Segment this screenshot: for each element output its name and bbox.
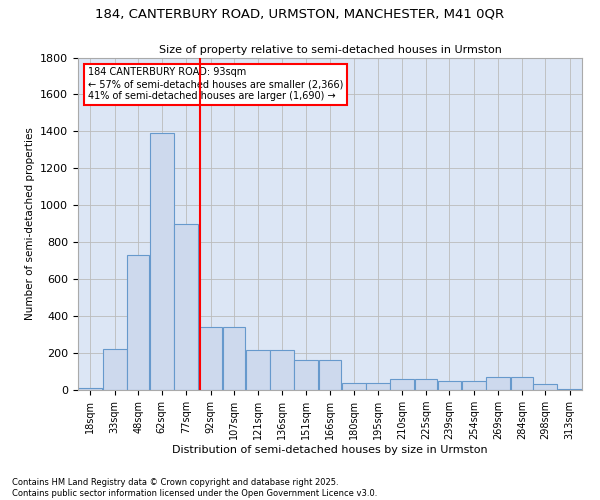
Bar bbox=[223, 327, 245, 390]
Bar bbox=[437, 381, 461, 390]
Bar bbox=[150, 133, 173, 390]
Bar bbox=[391, 379, 414, 390]
Bar bbox=[533, 384, 557, 390]
Bar bbox=[78, 388, 102, 390]
Bar bbox=[246, 350, 269, 390]
Bar bbox=[295, 360, 319, 390]
Bar bbox=[319, 360, 341, 390]
Bar bbox=[366, 382, 390, 390]
X-axis label: Distribution of semi-detached houses by size in Urmston: Distribution of semi-detached houses by … bbox=[172, 445, 488, 455]
Bar bbox=[415, 379, 437, 390]
Bar bbox=[341, 382, 365, 390]
Bar bbox=[127, 255, 149, 390]
Bar bbox=[487, 377, 510, 390]
Title: Size of property relative to semi-detached houses in Urmston: Size of property relative to semi-detach… bbox=[158, 46, 502, 56]
Bar bbox=[511, 377, 533, 390]
Text: 184, CANTERBURY ROAD, URMSTON, MANCHESTER, M41 0QR: 184, CANTERBURY ROAD, URMSTON, MANCHESTE… bbox=[95, 8, 505, 20]
Y-axis label: Number of semi-detached properties: Number of semi-detached properties bbox=[25, 128, 35, 320]
Bar bbox=[558, 389, 582, 390]
Bar bbox=[270, 350, 294, 390]
Text: 184 CANTERBURY ROAD: 93sqm
← 57% of semi-detached houses are smaller (2,366)
41%: 184 CANTERBURY ROAD: 93sqm ← 57% of semi… bbox=[88, 68, 343, 100]
Bar bbox=[174, 224, 198, 390]
Bar bbox=[462, 381, 486, 390]
Text: Contains HM Land Registry data © Crown copyright and database right 2025.
Contai: Contains HM Land Registry data © Crown c… bbox=[12, 478, 377, 498]
Bar bbox=[103, 350, 127, 390]
Bar bbox=[199, 327, 223, 390]
